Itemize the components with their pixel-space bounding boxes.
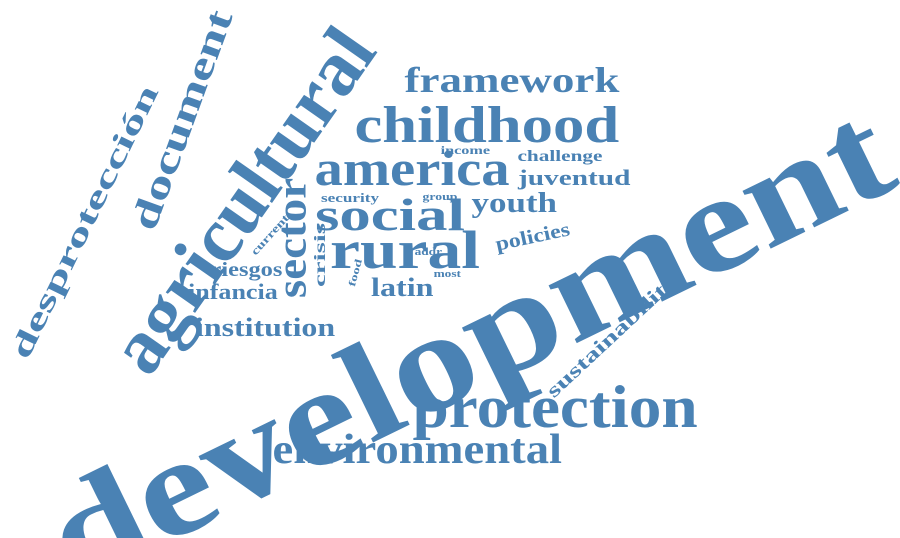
word-infancia: infancia bbox=[188, 279, 278, 304]
word-latin: latin bbox=[370, 273, 434, 302]
word-childhood: childhood bbox=[354, 97, 620, 154]
word-protection: protection bbox=[412, 374, 698, 440]
word-group: group bbox=[422, 190, 458, 203]
word-youth: youth bbox=[471, 188, 558, 219]
word-most: most bbox=[433, 269, 461, 280]
word-riesgos: riesgos bbox=[210, 259, 282, 281]
word-crisis: crisis bbox=[311, 223, 329, 287]
word-framework: framework bbox=[404, 60, 620, 100]
word-social: social bbox=[314, 189, 465, 240]
word-environmental: environmental bbox=[272, 427, 562, 473]
word-addr: addr bbox=[414, 247, 442, 258]
word-security: security bbox=[320, 189, 380, 205]
word-juventud: juventud bbox=[517, 165, 631, 190]
word-america: america bbox=[314, 140, 510, 196]
word-income: income bbox=[440, 143, 490, 157]
word-challenge: challenge bbox=[517, 148, 603, 165]
word-institution: institution bbox=[194, 313, 336, 342]
word-rural: rural bbox=[330, 220, 480, 280]
